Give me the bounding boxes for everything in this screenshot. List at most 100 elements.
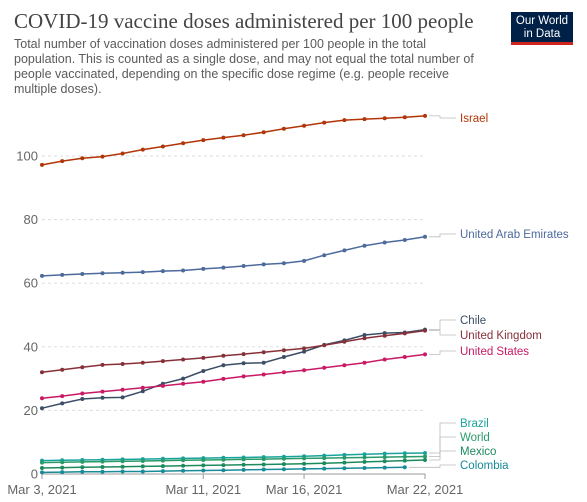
data-point-united-arab-emirates-13 (302, 258, 307, 263)
data-point-united-states-2 (80, 391, 85, 396)
data-point-chile-12 (281, 355, 286, 359)
data-point-colombia-9 (221, 468, 226, 473)
data-point-united-kingdom-1 (60, 367, 65, 372)
data-point-colombia-12 (281, 467, 286, 472)
data-point-world-12 (281, 456, 286, 461)
data-point-world-16 (362, 455, 367, 460)
data-point-world-6 (160, 458, 165, 463)
data-point-united-states-5 (140, 385, 145, 390)
data-point-israel-7 (181, 141, 186, 146)
series-label-colombia: Colombia (460, 460, 509, 472)
data-point-israel-1 (60, 159, 65, 164)
chart-subtitle: Total number of vaccination doses admini… (14, 37, 474, 96)
data-point-world-9 (221, 457, 226, 462)
data-point-united-states-11 (261, 372, 266, 377)
data-point-colombia-7 (181, 468, 186, 473)
label-connector-united-arab-emirates (429, 233, 456, 238)
data-point-united-kingdom-9 (221, 353, 226, 358)
data-point-israel-14 (322, 120, 327, 125)
data-point-united-kingdom-15 (342, 339, 347, 344)
data-point-mexico-0 (40, 466, 44, 470)
data-point-israel-10 (241, 133, 246, 138)
data-point-united-kingdom-11 (261, 350, 266, 355)
series-label-united-arab-emirates: United Arab Emirates (460, 229, 569, 241)
data-point-chile-4 (120, 395, 125, 400)
series-label-mexico: Mexico (460, 446, 496, 458)
data-point-united-arab-emirates-19 (423, 234, 427, 239)
data-point-united-kingdom-0 (40, 370, 44, 375)
data-point-colombia-17 (382, 465, 387, 470)
x-tick-label-1: Mar 11, 2021 (165, 482, 241, 497)
series-line-mexico (41, 459, 426, 469)
data-point-world-1 (60, 460, 65, 465)
data-point-united-states-9 (221, 376, 226, 381)
data-point-world-5 (140, 459, 145, 463)
data-point-mexico-15 (342, 460, 347, 465)
series-line-chile (41, 328, 426, 409)
data-point-israel-9 (221, 135, 226, 140)
data-point-united-arab-emirates-11 (261, 262, 266, 267)
data-point-united-kingdom-5 (140, 360, 145, 365)
data-point-colombia-8 (201, 468, 206, 473)
data-point-chile-9 (221, 363, 226, 368)
data-point-chile-16 (362, 333, 367, 337)
label-connector-brazil (429, 422, 456, 454)
data-point-chile-3 (100, 395, 105, 400)
data-point-colombia-11 (261, 467, 266, 472)
series-label-brazil: Brazil (460, 418, 489, 430)
data-point-mexico-1 (60, 465, 65, 470)
data-point-united-kingdom-2 (80, 365, 85, 370)
data-point-israel-18 (402, 115, 407, 120)
series-label-united-kingdom: United Kingdom (460, 330, 542, 342)
data-point-united-arab-emirates-0 (40, 273, 44, 278)
data-point-chile-0 (40, 406, 44, 411)
logo-line-1: Our World (515, 15, 569, 27)
data-point-united-states-16 (362, 360, 367, 365)
data-point-united-kingdom-3 (100, 362, 105, 367)
data-point-united-arab-emirates-16 (362, 243, 367, 248)
data-point-colombia-13 (302, 466, 307, 471)
data-point-united-states-1 (60, 394, 65, 399)
data-point-colombia-0 (40, 470, 44, 475)
series-label-united-states: United States (460, 346, 529, 358)
data-point-united-states-14 (322, 365, 327, 370)
data-point-chile-2 (80, 397, 85, 401)
data-point-chile-7 (181, 376, 186, 381)
data-point-mexico-14 (322, 461, 327, 466)
owid-logo[interactable]: Our World in Data (511, 12, 573, 45)
data-point-united-arab-emirates-5 (140, 270, 145, 275)
label-connector-united-kingdom (429, 330, 456, 336)
data-point-mexico-13 (302, 461, 307, 466)
label-connector-world (429, 436, 456, 457)
data-point-mexico-9 (221, 463, 226, 468)
label-connector-mexico (429, 450, 456, 461)
data-point-united-states-18 (402, 355, 407, 359)
data-point-united-kingdom-8 (201, 355, 206, 360)
data-point-chile-13 (302, 349, 307, 354)
data-point-brazil-16 (362, 452, 367, 457)
data-point-colombia-10 (241, 467, 246, 472)
data-point-israel-19 (423, 113, 427, 118)
data-point-united-states-4 (120, 387, 125, 392)
data-point-world-17 (382, 455, 387, 460)
data-point-mexico-17 (382, 459, 387, 464)
data-point-colombia-16 (362, 466, 367, 470)
chart-title: COVID-19 vaccine doses administered per … (14, 9, 474, 33)
data-point-united-arab-emirates-17 (382, 240, 387, 245)
data-point-united-arab-emirates-3 (100, 271, 105, 276)
data-point-colombia-15 (342, 466, 347, 471)
logo-line-2: in Data (523, 28, 561, 40)
data-point-colombia-2 (80, 469, 85, 474)
data-point-united-kingdom-13 (302, 346, 307, 351)
series-line-world (41, 455, 426, 464)
y-tick-label-40: 40 (24, 339, 38, 354)
data-point-united-states-0 (40, 396, 44, 401)
series-label-chile: Chile (460, 315, 486, 327)
data-point-united-kingdom-14 (322, 343, 327, 348)
data-point-united-states-19 (423, 352, 427, 357)
data-point-chile-1 (60, 401, 65, 406)
label-connector-chile (429, 319, 456, 331)
y-tick-label-60: 60 (24, 276, 38, 291)
series-label-israel: Israel (460, 113, 488, 125)
